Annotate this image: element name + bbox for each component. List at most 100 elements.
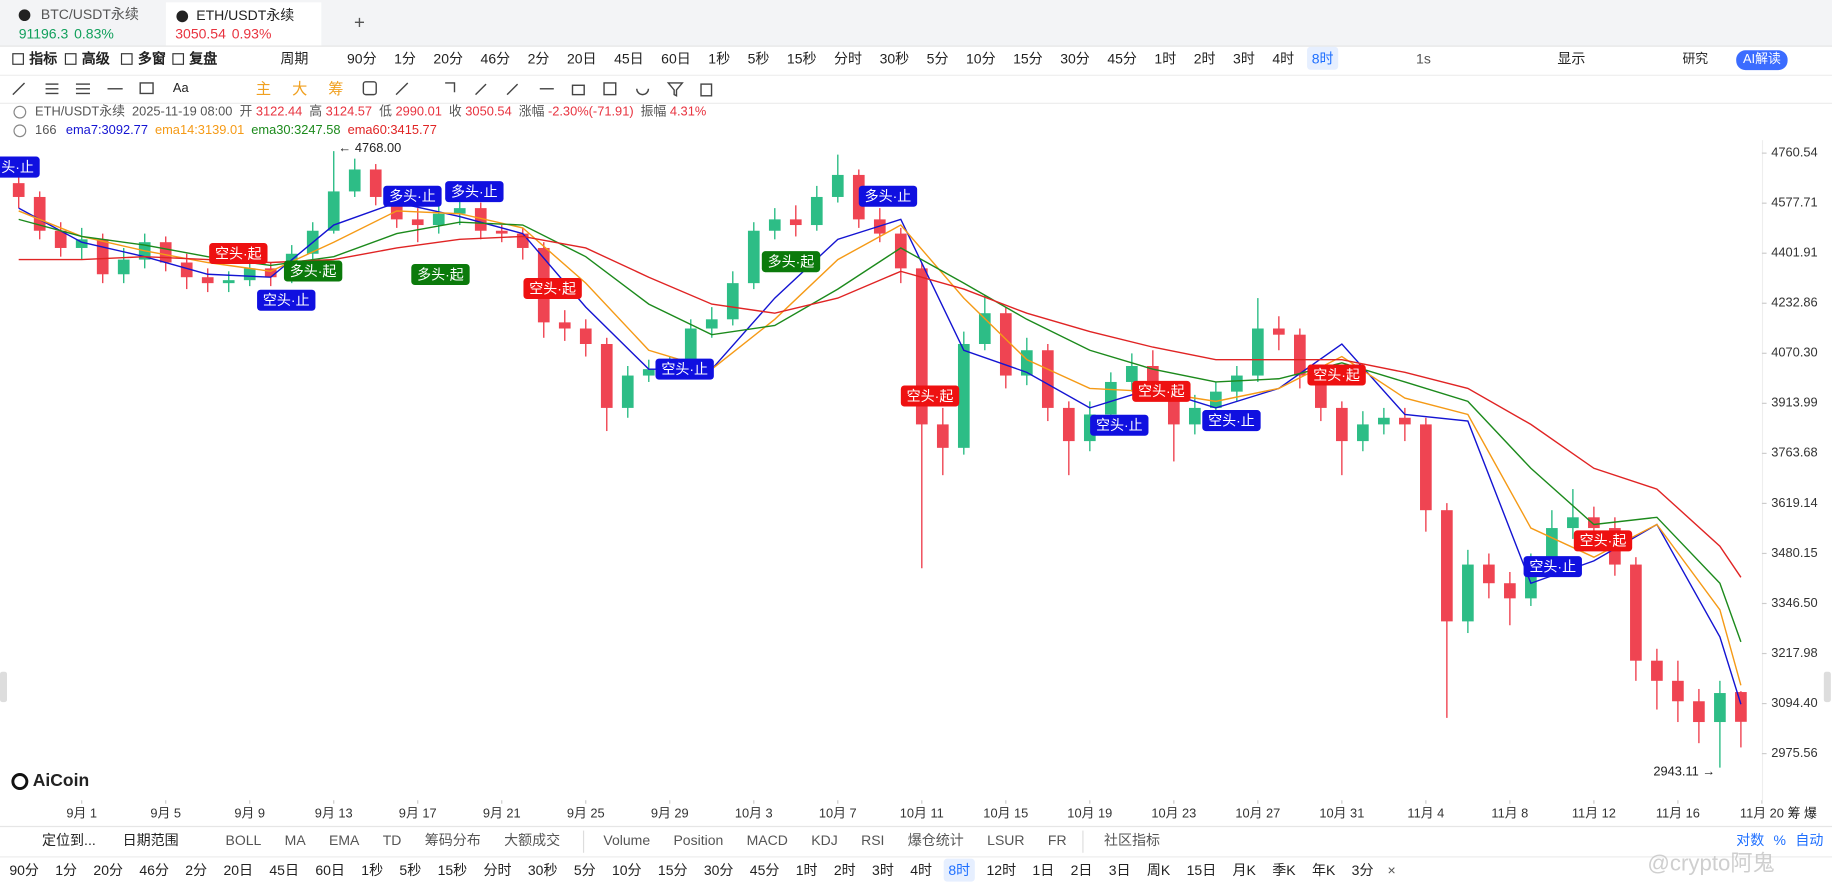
- period-option[interactable]: 45分: [750, 862, 780, 878]
- indicator-option[interactable]: LSUR: [987, 832, 1024, 848]
- indicator-option[interactable]: 社区指标: [1104, 832, 1160, 848]
- period-option[interactable]: 20日: [567, 50, 597, 66]
- period-option[interactable]: 15日: [1187, 862, 1217, 878]
- period-option[interactable]: 10分: [966, 50, 996, 66]
- text-tool[interactable]: Aa: [173, 80, 190, 95]
- period-option[interactable]: 5分: [574, 862, 596, 878]
- period-option[interactable]: 20日: [223, 862, 253, 878]
- period-option[interactable]: 1日: [1032, 862, 1054, 878]
- period-option[interactable]: 45分: [1107, 50, 1137, 66]
- period-option[interactable]: 2分: [185, 862, 207, 878]
- period-option[interactable]: 3时: [872, 862, 894, 878]
- bottom-item[interactable]: 日期范围: [123, 832, 179, 848]
- period-option[interactable]: 分时: [484, 862, 512, 878]
- period-option[interactable]: 2时: [834, 862, 856, 878]
- period-option[interactable]: 30分: [1060, 50, 1090, 66]
- period-option[interactable]: 分时: [834, 50, 862, 66]
- period-option[interactable]: 60日: [661, 50, 691, 66]
- axis-corner[interactable]: 筹: [1788, 806, 1801, 821]
- axis-corner[interactable]: 爆: [1804, 806, 1817, 821]
- color-tool[interactable]: 主: [256, 81, 271, 98]
- period-option[interactable]: 周K: [1147, 862, 1171, 878]
- period-option[interactable]: 1秒: [361, 862, 383, 878]
- left-handle[interactable]: [0, 671, 8, 703]
- indicator-option[interactable]: MA: [285, 832, 307, 848]
- add-tab[interactable]: +: [354, 11, 365, 32]
- scale-option[interactable]: 对数: [1736, 832, 1764, 848]
- period-option[interactable]: 8时: [948, 862, 970, 878]
- period-option[interactable]: 1分: [394, 50, 416, 66]
- period-option[interactable]: 5秒: [748, 50, 770, 66]
- period-option[interactable]: 46分: [481, 50, 511, 66]
- indicator-option[interactable]: 大额成交: [504, 832, 560, 848]
- indicator-option[interactable]: BOLL: [225, 832, 261, 848]
- period-option[interactable]: 1秒: [708, 50, 730, 66]
- indicator-option[interactable]: MACD: [747, 832, 788, 848]
- period-option[interactable]: 30秒: [880, 50, 910, 66]
- period-option[interactable]: 12时: [987, 862, 1017, 878]
- bottom-item[interactable]: 定位到...: [42, 832, 96, 848]
- period-option[interactable]: 年K: [1312, 862, 1336, 878]
- toolbar-item[interactable]: 指标: [29, 50, 57, 66]
- active-tab[interactable]: [165, 2, 322, 46]
- period-option[interactable]: 8时: [1312, 50, 1334, 66]
- indicator-option[interactable]: FR: [1048, 832, 1067, 848]
- indicator-option[interactable]: TD: [383, 832, 402, 848]
- toolbar-item[interactable]: 高级: [82, 50, 111, 66]
- period-option[interactable]: 1时: [796, 862, 818, 878]
- period-option[interactable]: 30秒: [528, 862, 558, 878]
- drawing-tools[interactable]: [12, 81, 713, 97]
- indicator-option[interactable]: EMA: [329, 832, 360, 848]
- toolbar-item[interactable]: 显示: [1557, 50, 1585, 66]
- ai-label[interactable]: AI解读: [1743, 51, 1781, 66]
- period-option[interactable]: 15秒: [787, 50, 817, 66]
- right-handle[interactable]: [1823, 671, 1831, 703]
- toolbar-item[interactable]: 1s: [1416, 50, 1431, 66]
- toolbar-item[interactable]: 多窗: [138, 50, 166, 66]
- toolbar-period-label[interactable]: 周期: [280, 50, 308, 66]
- period-option[interactable]: 4时: [1272, 50, 1294, 66]
- toolbar-item[interactable]: 复盘: [188, 50, 217, 66]
- period-option[interactable]: 1时: [1154, 50, 1176, 66]
- period-option[interactable]: 2日: [1071, 862, 1093, 878]
- indicator-option[interactable]: 筹码分布: [425, 832, 481, 848]
- scale-option[interactable]: 自动: [1795, 832, 1823, 848]
- close-icon[interactable]: ×: [1387, 862, 1395, 878]
- indicator-option[interactable]: Position: [673, 832, 723, 848]
- period-option[interactable]: 2分: [528, 50, 550, 66]
- tab-symbol[interactable]: ETH/USDT永续: [196, 7, 294, 23]
- period-option[interactable]: 月K: [1233, 862, 1257, 878]
- period-option[interactable]: 10分: [612, 862, 642, 878]
- period-option[interactable]: 90分: [9, 862, 39, 878]
- scale-option[interactable]: %: [1774, 832, 1786, 848]
- period-option[interactable]: 2时: [1194, 50, 1216, 66]
- period-option[interactable]: 1分: [55, 862, 77, 878]
- period-option[interactable]: 46分: [139, 862, 169, 878]
- indicator-option[interactable]: Volume: [603, 832, 650, 848]
- toolbar-item[interactable]: 研究: [1682, 51, 1708, 66]
- period-option[interactable]: 3日: [1109, 862, 1131, 878]
- period-option[interactable]: 45日: [614, 50, 644, 66]
- period-option[interactable]: 90分: [347, 50, 377, 66]
- indicator-option[interactable]: RSI: [861, 832, 884, 848]
- period-option[interactable]: 3分: [1352, 862, 1374, 878]
- color-tool[interactable]: 筹: [328, 81, 343, 98]
- period-option[interactable]: 20分: [93, 862, 123, 878]
- period-option[interactable]: 20分: [433, 50, 463, 66]
- period-option[interactable]: 5分: [927, 50, 949, 66]
- indicator-option[interactable]: 爆仓统计: [908, 832, 964, 848]
- period-option[interactable]: 3时: [1233, 50, 1255, 66]
- period-option[interactable]: 15分: [1013, 50, 1043, 66]
- tab-symbol[interactable]: BTC/USDT永续: [41, 6, 139, 22]
- period-option[interactable]: 4时: [910, 862, 932, 878]
- period-option[interactable]: 45日: [269, 862, 299, 878]
- period-option[interactable]: 15秒: [438, 862, 468, 878]
- period-option[interactable]: 5秒: [399, 862, 421, 878]
- color-tool[interactable]: 大: [292, 81, 307, 98]
- period-option[interactable]: 季K: [1272, 862, 1296, 878]
- indicator-option[interactable]: KDJ: [811, 832, 837, 848]
- period-option[interactable]: 60日: [315, 862, 345, 878]
- period-option[interactable]: 30分: [704, 862, 734, 878]
- period-option[interactable]: 15分: [658, 862, 688, 878]
- ai-button[interactable]: [1736, 50, 1788, 71]
